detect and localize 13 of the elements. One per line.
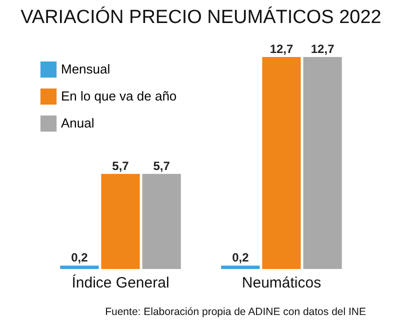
data-label: 12,7 [310, 42, 335, 56]
x-tick-label: Índice General [72, 274, 170, 292]
data-label: 0,2 [71, 250, 88, 265]
legend-label: Mensual [61, 62, 110, 76]
legend-label: En lo que va de año [61, 88, 177, 104]
data-label: 12,7 [270, 42, 294, 56]
data-label: 0,2 [232, 250, 250, 265]
data-label: 5,7 [153, 158, 170, 173]
source-note: Fuente: Elaboración propia de ADINE con datos del INE [105, 306, 366, 318]
x-tick-label: Neumáticos [242, 274, 322, 292]
data-label: 5,7 [112, 158, 130, 173]
legend-label: Anual [61, 116, 94, 130]
chart-title: VARIACIÓN PRECIO NEUMÁTICOS 2022 [20, 6, 382, 28]
